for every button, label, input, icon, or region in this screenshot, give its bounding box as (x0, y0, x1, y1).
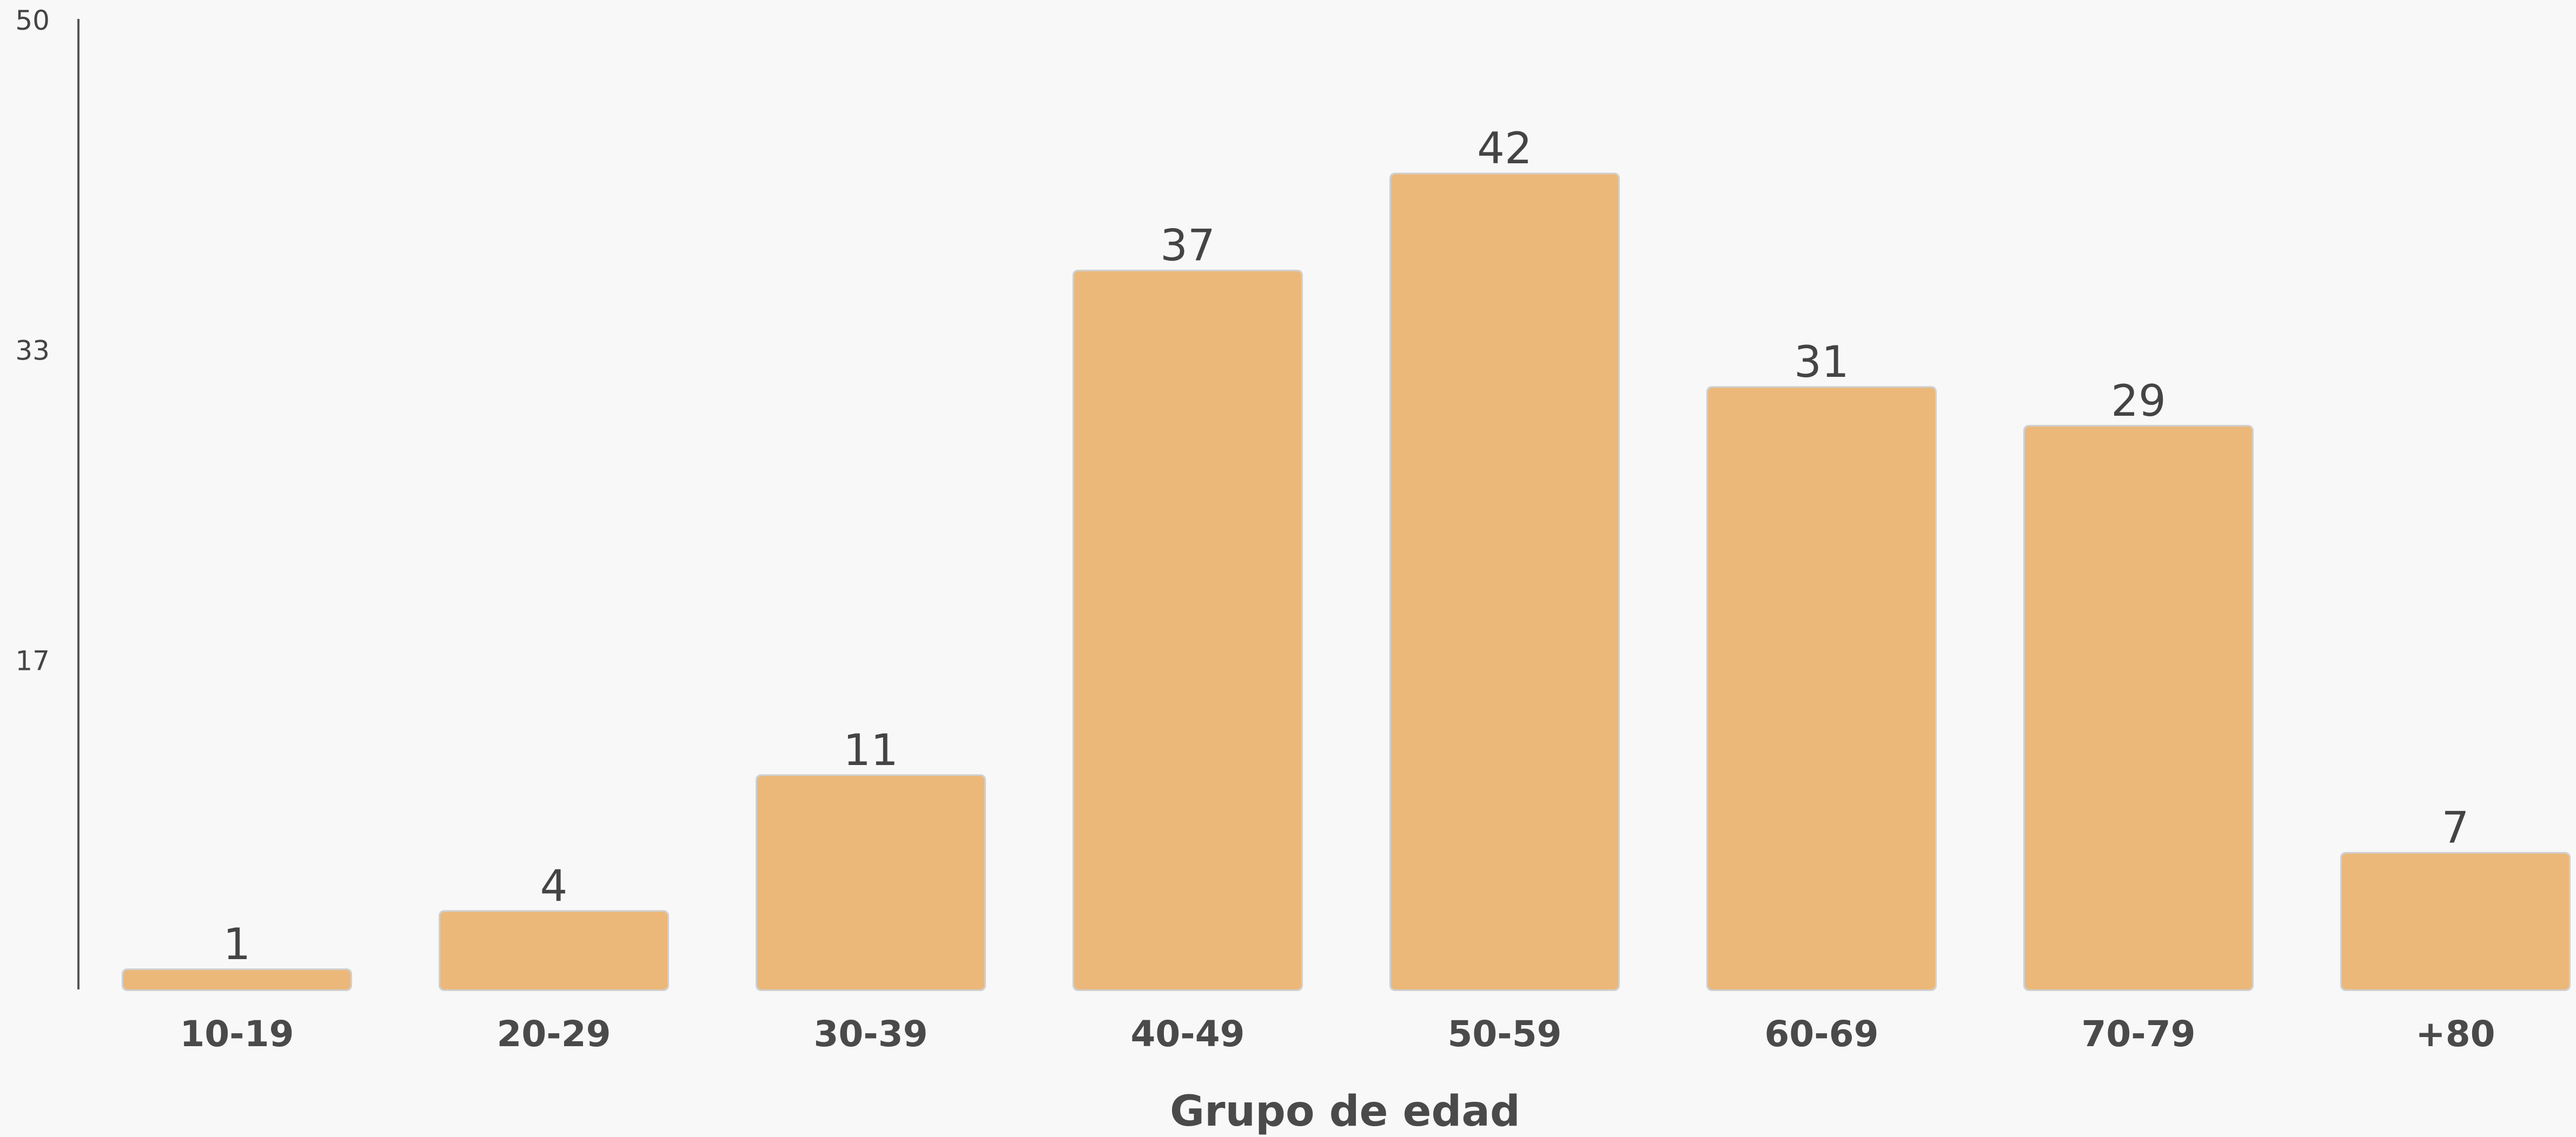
category-labels: 10-19 20-29 30-39 40-49 50-59 60-69 70-79 +80 (180, 1013, 2495, 1055)
value-label-10-19: 1 (223, 919, 251, 969)
category-label-+80: +80 (2415, 1013, 2495, 1055)
y-tick-label: 17 (15, 646, 50, 677)
category-label-50-59: 50-59 (1447, 1013, 1561, 1055)
category-label-10-19: 10-19 (180, 1013, 294, 1055)
value-label-60-69: 31 (1794, 337, 1849, 387)
bar-60-69 (1708, 388, 1935, 989)
value-labels: 1 4 11 37 42 31 29 7 (223, 123, 2469, 969)
y-tick-label: 50 (15, 5, 50, 36)
value-label-20-29: 4 (540, 861, 568, 911)
category-label-20-29: 20-29 (496, 1013, 611, 1055)
bar-30-39 (757, 776, 984, 989)
category-label-70-79: 70-79 (2081, 1013, 2195, 1055)
value-label-30-39: 11 (843, 725, 898, 775)
bar-20-29 (440, 912, 667, 989)
category-label-30-39: 30-39 (813, 1013, 928, 1055)
value-label-40-49: 37 (1160, 221, 1215, 271)
bar-10-19 (123, 970, 350, 989)
bar-40-49 (1074, 271, 1301, 990)
value-label-+80: 7 (2442, 803, 2469, 853)
bar-50-59 (1391, 174, 1618, 990)
bar-70-79 (2025, 426, 2252, 989)
y-tick-labels: 17 33 50 (15, 5, 50, 677)
bar-+80 (2342, 853, 2569, 989)
y-tick-label: 33 (15, 335, 50, 366)
x-axis-title: Grupo de edad (1170, 1087, 1520, 1136)
category-label-40-49: 40-49 (1130, 1013, 1244, 1055)
bars (122, 172, 2571, 992)
value-label-50-59: 42 (1477, 123, 1532, 174)
value-label-70-79: 29 (2111, 376, 2166, 426)
category-label-60-69: 60-69 (1764, 1013, 1878, 1055)
